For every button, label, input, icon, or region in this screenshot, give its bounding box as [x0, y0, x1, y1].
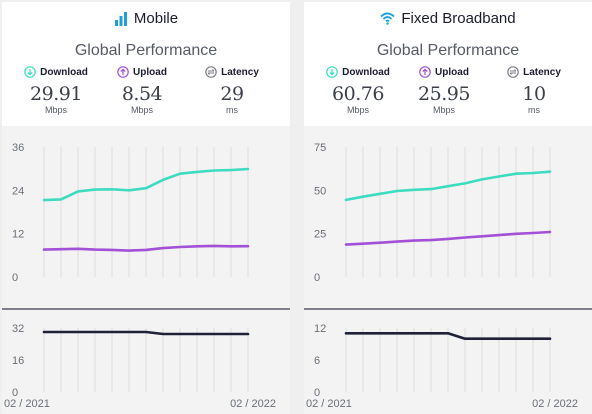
performance-chart: 0 25 50 75 0 6 12 02 / 2021 02 / 2022: [304, 142, 592, 410]
latency-label: Latency: [523, 66, 561, 78]
speed-y-tick-label: 0: [12, 272, 18, 284]
download-arrow-icon: [326, 66, 338, 78]
x-tick-label: 02 / 2021: [4, 398, 50, 410]
upload-value: 25.95: [418, 83, 470, 105]
speed-y-tick-label: 24: [12, 185, 24, 197]
latency-y-tick-label: 0: [12, 387, 18, 399]
performance-chart: 0 12 24 36 0 16 32 02 / 2021 02 / 2022: [2, 142, 290, 410]
download-series-line: [42, 167, 250, 202]
latency-metric: Latency 10 ms: [492, 66, 576, 115]
fixed-broadband-panel: Fixed Broadband Global Performance Downl…: [304, 2, 592, 414]
download-metric: Download 60.76 Mbps: [316, 66, 400, 115]
latency-value: 10: [522, 83, 546, 105]
latency-gauge-icon: [205, 66, 217, 78]
speed-y-tick-label: 36: [12, 142, 24, 154]
speed-y-tick-label: 25: [314, 229, 326, 241]
speed-y-tick-label: 75: [314, 142, 326, 154]
panel-subtitle: Global Performance: [376, 42, 520, 59]
download-unit: Mbps: [44, 105, 67, 115]
latency-y-tick-label: 16: [12, 355, 24, 367]
latency-y-tick-label: 0: [314, 387, 320, 399]
download-unit: Mbps: [346, 105, 369, 115]
chart-area: 0 25 50 75 0 6 12 02 / 2021 02 / 2022: [304, 126, 592, 414]
upload-metric: Upload 25.95 Mbps: [402, 66, 486, 115]
latency-unit: ms: [226, 105, 238, 115]
x-tick-label: 02 / 2022: [532, 398, 578, 410]
upload-unit: Mbps: [130, 105, 153, 115]
wifi-icon: [380, 12, 395, 25]
upload-label: Upload: [133, 66, 167, 78]
panel-subtitle: Global Performance: [74, 42, 218, 59]
chart-area: 0 12 24 36 0 16 32 02 / 2021 02 / 2022: [2, 126, 290, 414]
latency-y-tick-label: 12: [314, 323, 326, 335]
download-series-line: [344, 170, 552, 202]
latency-gauge-icon: [507, 66, 519, 78]
latency-series-line: [42, 330, 250, 336]
upload-unit: Mbps: [432, 105, 455, 115]
upload-arrow-icon: [419, 66, 431, 78]
latency-label: Latency: [221, 66, 259, 78]
upload-series-line: [344, 230, 552, 246]
panel-header: Fixed Broadband: [304, 10, 592, 27]
panel-title: Mobile: [133, 10, 179, 27]
download-arrow-icon: [24, 66, 36, 78]
upload-series-line: [42, 244, 250, 252]
latency-y-tick-label: 6: [314, 355, 320, 367]
mobile-panel: Mobile Global Performance Download 29.91…: [2, 2, 290, 414]
signal-bars-icon: [114, 11, 127, 26]
speed-y-tick-label: 12: [12, 229, 24, 241]
download-metric: Download 29.91 Mbps: [14, 66, 98, 115]
download-label: Download: [342, 66, 390, 78]
latency-series-line: [344, 332, 552, 340]
speed-y-tick-label: 0: [314, 272, 320, 284]
upload-value: 8.54: [121, 83, 163, 105]
speed-y-tick-label: 50: [314, 185, 326, 197]
upload-arrow-icon: [117, 66, 129, 78]
panel-title: Fixed Broadband: [401, 10, 516, 27]
download-label: Download: [40, 66, 88, 78]
latency-y-tick-label: 32: [12, 323, 24, 335]
download-value: 60.76: [332, 83, 384, 105]
latency-unit: ms: [528, 105, 540, 115]
latency-metric: Latency 29 ms: [190, 66, 274, 115]
download-value: 29.91: [30, 83, 82, 105]
upload-label: Upload: [435, 66, 469, 78]
x-tick-label: 02 / 2021: [306, 398, 352, 410]
latency-value: 29: [220, 83, 244, 105]
panel-header: Mobile: [2, 10, 290, 27]
upload-metric: Upload 8.54 Mbps: [100, 66, 184, 115]
x-tick-label: 02 / 2022: [230, 398, 276, 410]
